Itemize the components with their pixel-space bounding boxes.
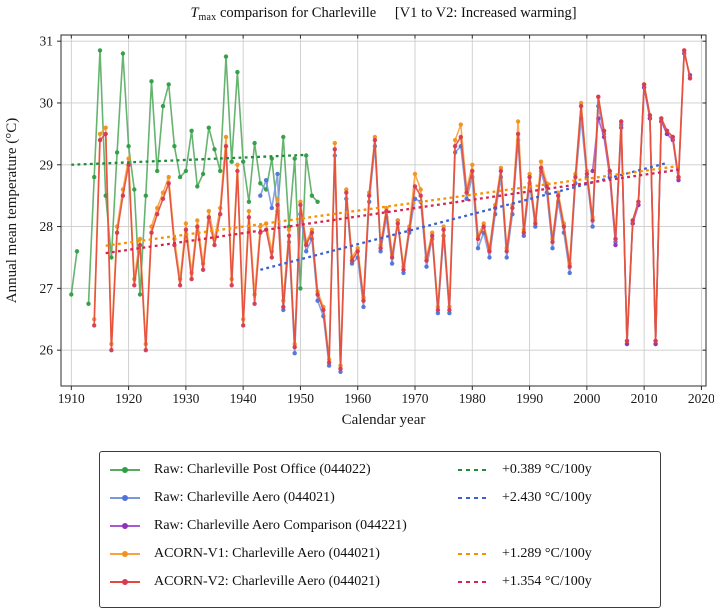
legend-item-trend-acorn-v2: +1.354 °C/100y — [458, 570, 592, 594]
legend-label: ACORN-V2: Charleville Aero (044021) — [154, 574, 380, 589]
plot-frame — [60, 34, 707, 387]
legend-dash-swatch-trend-acorn-v2 — [458, 580, 488, 584]
y-tick-label: 30 — [40, 95, 54, 110]
y-axis-label: Annual mean temperature (°C) — [4, 118, 20, 304]
legend-label: ACORN-V1: Charleville Aero (044021) — [154, 546, 380, 561]
legend-dash-swatch-trend-post-office — [458, 468, 488, 472]
legend-line-swatch-acorn-v1 — [110, 550, 140, 557]
legend-label: Raw: Charleville Aero (044021) — [154, 490, 335, 505]
legend-line-swatch-raw-aero-comparison — [110, 522, 140, 529]
trend-post-office — [71, 153, 307, 166]
trend-raw-aero — [260, 161, 668, 271]
y-tick-label: 29 — [40, 157, 54, 172]
title-main-text: comparison for Charleville — [219, 5, 377, 21]
legend-marker-dot — [122, 550, 129, 557]
title-t-symbol: T — [190, 5, 199, 21]
series-raw-post-office — [69, 48, 320, 306]
legend-item-trend-post-office: +0.389 °C/100y — [458, 458, 592, 482]
legend-marker-dot — [122, 466, 129, 473]
legend-dash-swatch-trend-raw-aero — [458, 496, 488, 500]
legend-item-trend-raw-aero: +2.430 °C/100y — [458, 486, 592, 510]
x-tick-label: 1940 — [230, 391, 257, 406]
legend-item-trend-acorn-v1: +1.289 °C/100y — [458, 542, 592, 566]
series-raw-aero — [258, 85, 670, 374]
legend-item-raw-aero-comparison: Raw: Charleville Aero Comparison (044221… — [110, 514, 407, 538]
legend-trend-label: +1.354 °C/100y — [502, 574, 592, 589]
chart-legend: Raw: Charleville Post Office (044022) Raw… — [99, 451, 661, 608]
title-bracket-text: [V1 to V2: Increased warming] — [394, 5, 577, 21]
legend-item-raw-aero: Raw: Charleville Aero (044021) — [110, 486, 335, 510]
x-tick-label: 1980 — [459, 391, 486, 406]
title-t-subscript: max — [198, 12, 217, 23]
series-acorn-v1 — [92, 48, 693, 368]
legend-item-raw-post-office: Raw: Charleville Post Office (044022) — [110, 458, 371, 482]
legend-label: Raw: Charleville Aero Comparison (044221… — [154, 518, 407, 533]
y-tick-label: 26 — [40, 343, 54, 358]
axis-ticks: 1910 1920 1930 1940 1950 1960 1970 1980 1990 2000… — [40, 34, 714, 406]
x-tick-label: 1960 — [344, 391, 371, 406]
legend-marker-dot — [122, 578, 129, 585]
y-tick-label: 27 — [40, 281, 54, 296]
series-line-raw-aero-comparison — [591, 52, 691, 345]
x-tick-label: 2010 — [631, 391, 658, 406]
legend-marker-dot — [122, 522, 129, 529]
chart-title: Tmax comparison for Charleville [V1 to V… — [61, 5, 706, 23]
x-tick-label: 1990 — [516, 391, 543, 406]
legend-label: Raw: Charleville Post Office (044022) — [154, 462, 371, 477]
chart-canvas: 1910 1920 1930 1940 1950 1960 1970 1980 1990 2000… — [4, 34, 714, 428]
legend-trend-label: +0.389 °C/100y — [502, 462, 592, 477]
x-tick-label: 1970 — [402, 391, 429, 406]
x-axis-label: Calendar year — [342, 412, 426, 428]
x-tick-label: 2020 — [688, 391, 714, 406]
legend-trend-label: +2.430 °C/100y — [502, 490, 592, 505]
legend-dash-swatch-trend-acorn-v1 — [458, 552, 488, 556]
legend-item-acorn-v1: ACORN-V1: Charleville Aero (044021) — [110, 542, 380, 566]
legend-line-swatch-raw-aero — [110, 494, 140, 501]
series-raw-aero-comparison — [590, 51, 693, 347]
legend-marker-dot — [122, 494, 129, 501]
x-tick-label: 1930 — [172, 391, 199, 406]
series-acorn-v2 — [92, 48, 693, 371]
x-tick-label: 1950 — [287, 391, 314, 406]
legend-trend-label: +1.289 °C/100y — [502, 546, 592, 561]
series-line-acorn-v2 — [93, 49, 691, 370]
x-tick-label: 1920 — [115, 391, 142, 406]
x-tick-label: 1910 — [58, 391, 85, 406]
legend-line-swatch-acorn-v2 — [110, 578, 140, 585]
y-tick-label: 31 — [40, 34, 54, 49]
y-tick-label: 28 — [40, 219, 54, 234]
legend-item-acorn-v2: ACORN-V2: Charleville Aero (044021) — [110, 570, 380, 594]
legend-line-swatch-raw-post-office — [110, 466, 140, 473]
x-tick-label: 2000 — [573, 391, 600, 406]
series-line-acorn-v1 — [93, 49, 691, 367]
